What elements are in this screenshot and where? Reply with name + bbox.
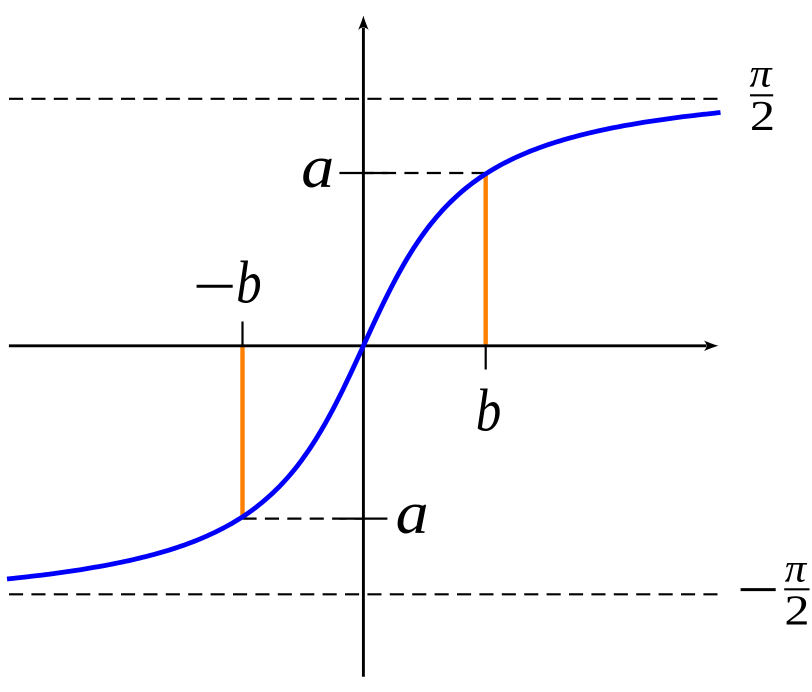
svg-text:π: π <box>750 52 774 96</box>
svg-text:2: 2 <box>750 94 775 140</box>
svg-text:a: a <box>301 134 334 201</box>
svg-text:b: b <box>236 250 262 317</box>
svg-text:a: a <box>396 480 429 547</box>
svg-text:2: 2 <box>784 588 809 634</box>
svg-text:b: b <box>476 378 502 445</box>
svg-text:π: π <box>785 546 808 590</box>
